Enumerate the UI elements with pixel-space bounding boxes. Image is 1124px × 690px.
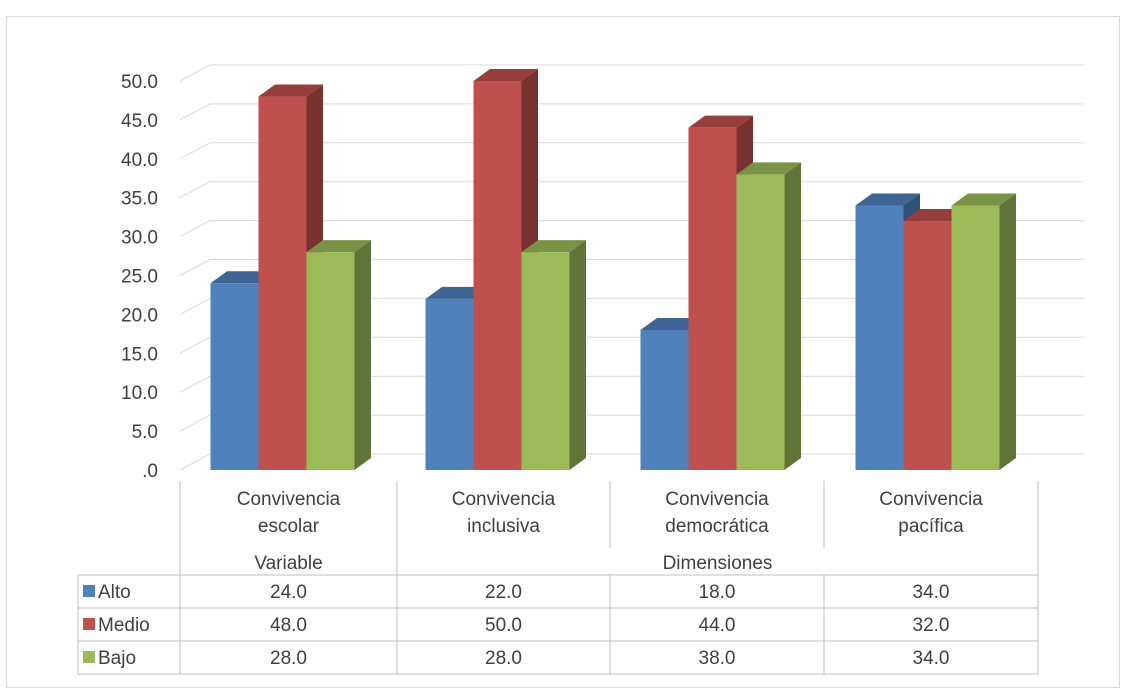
x-category-label: escolar: [258, 516, 320, 537]
table-value: 48.0: [270, 615, 307, 636]
bar-top: [473, 69, 538, 81]
x-category-label: Convivencia: [879, 489, 983, 510]
y-tick-label: 40.0: [121, 150, 158, 171]
bar-side: [999, 193, 1016, 471]
bar-bajo: [306, 240, 371, 470]
bar-front: [306, 252, 355, 470]
table-value: 34.0: [913, 648, 950, 669]
x-category-label: Convivencia: [665, 489, 769, 510]
table-value: 22.0: [485, 582, 522, 603]
x-category-label: pacífica: [898, 516, 964, 537]
bar-top: [855, 193, 920, 206]
x-category-label: Convivencia: [237, 489, 341, 510]
x-group-label: Variable: [254, 553, 322, 574]
bar-front: [473, 81, 522, 470]
y-tick-label: 50.0: [121, 72, 158, 93]
legend-key-bajo: [83, 651, 95, 663]
bar-top: [306, 240, 371, 253]
y-tick-label: 45.0: [121, 111, 158, 132]
bar-top: [688, 115, 753, 128]
x-category-label: democrática: [665, 516, 769, 537]
table-value: 38.0: [699, 648, 736, 669]
gridline-side: [179, 453, 211, 471]
y-tick-label: .0: [142, 461, 158, 482]
bar-top: [951, 193, 1016, 206]
gridline-side: [179, 64, 211, 82]
bar-top: [258, 84, 323, 97]
bar-front: [258, 96, 307, 470]
bar-front: [736, 174, 785, 471]
y-tick-label: 5.0: [132, 422, 158, 443]
table-value: 34.0: [913, 582, 950, 603]
gridline-side: [179, 103, 211, 121]
gridline-side: [179, 259, 211, 276]
table-value: 44.0: [699, 615, 736, 636]
bar-side: [354, 240, 371, 470]
bar-top: [736, 162, 801, 175]
y-tick-label: 20.0: [121, 305, 158, 326]
group-label-bg: [398, 548, 1037, 574]
bar-front: [521, 252, 570, 470]
y-tick-label: 10.0: [121, 383, 158, 404]
table-value: 28.0: [270, 648, 307, 669]
legend-label: Medio: [98, 615, 150, 636]
gridline-side: [179, 181, 211, 199]
gridline-side: [179, 297, 211, 315]
legend-label: Alto: [98, 582, 131, 603]
x-group-label: Dimensiones: [663, 553, 773, 574]
bar-bajo: [521, 240, 586, 470]
bar-front: [951, 205, 1000, 471]
gridline-side: [179, 414, 211, 432]
bar-top: [521, 240, 586, 253]
bar-front: [640, 329, 689, 470]
y-tick-label: 25.0: [121, 267, 158, 288]
bar-front: [903, 221, 952, 470]
gridline-side: [179, 142, 211, 160]
y-tick-label: 35.0: [121, 189, 158, 210]
legend-label: Bajo: [98, 648, 136, 669]
y-tick-label: 15.0: [121, 344, 158, 365]
legend-key-medio: [83, 618, 95, 630]
table-value: 28.0: [485, 648, 522, 669]
bar-bajo: [951, 193, 1016, 471]
bar-side: [569, 240, 586, 470]
bar-front: [855, 205, 904, 471]
table-value: 50.0: [485, 615, 522, 636]
x-category-label: inclusiva: [467, 516, 540, 537]
gridline-side: [179, 220, 211, 238]
table-value: 32.0: [913, 615, 950, 636]
legend-key-alto: [83, 585, 95, 597]
y-tick-label: 30.0: [121, 228, 158, 249]
gridline-side: [179, 336, 211, 354]
table-value: 24.0: [270, 582, 307, 603]
bar-front: [425, 298, 474, 470]
bar-front: [688, 127, 737, 471]
bar-front: [210, 283, 259, 470]
table-value: 18.0: [699, 582, 736, 603]
bar-bajo: [736, 162, 801, 471]
x-category-label: Convivencia: [452, 489, 556, 510]
bar-side: [784, 162, 801, 471]
gridline-side: [179, 375, 211, 393]
